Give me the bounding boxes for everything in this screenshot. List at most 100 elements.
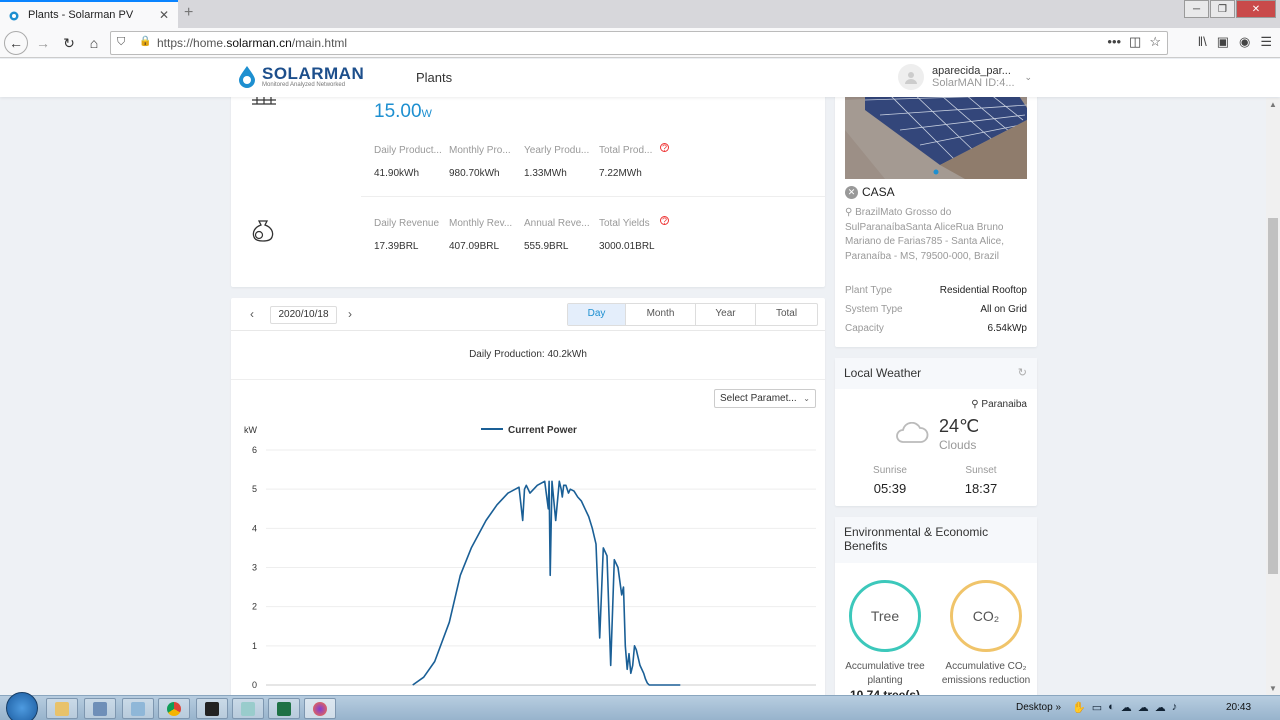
excel-icon — [277, 701, 291, 716]
new-tab-icon[interactable]: + — [184, 4, 194, 21]
back-arrow-icon[interactable]: ← — [4, 31, 28, 55]
library-icon[interactable]: ‖\ — [1197, 34, 1207, 49]
detail-value: 6.54kWp — [987, 323, 1027, 334]
browser-navbar: ← → ↻ ⌂ ⛉ 🔒 https://home. solarman.cn/mai… — [0, 28, 1280, 58]
stat-label: Daily Revenue — [374, 218, 440, 229]
co2-caption: Accumulative CO₂ emissions reduction — [941, 661, 1031, 686]
tray-icon[interactable]: ◐ — [1108, 701, 1115, 713]
menu-icon[interactable]: ☰ — [1260, 34, 1272, 49]
taskbar-chrome[interactable] — [158, 698, 190, 719]
browser-tab-strip: Plants - Solarman PV ✕ + ─ ❐ ✕ — [0, 0, 1280, 28]
system-type-row: System Type All on Grid — [845, 304, 1027, 315]
url-prefix: https://home. — [157, 36, 227, 50]
taskbar-explorer[interactable] — [46, 698, 78, 719]
desktop-toolbar[interactable]: Desktop » — [1016, 702, 1062, 713]
stat-label: Total Prod... — [599, 145, 653, 156]
brand-tagline: Monitored Analyzed Networked — [262, 82, 346, 88]
sidebar-icon[interactable]: ▣ — [1216, 34, 1229, 49]
stat-total-yields: Total Yields 3000.01BRL — [599, 218, 674, 252]
y-tick-label: 6 — [252, 445, 257, 455]
pocket-icon[interactable]: ◫ — [1129, 34, 1142, 49]
capacity-row: Capacity 6.54kWp — [845, 323, 1027, 334]
stat-daily-production: Daily Product... 41.90kWh — [374, 145, 449, 179]
volume-icon[interactable]: ♪ — [1171, 701, 1178, 713]
page-actions-icon[interactable]: ••• — [1107, 34, 1122, 49]
next-date-icon[interactable]: › — [348, 307, 352, 321]
taskbar-app-2[interactable] — [84, 698, 116, 719]
prev-date-icon[interactable]: ‹ — [250, 307, 254, 321]
bookmark-star-icon[interactable]: ☆ — [1149, 34, 1161, 49]
plant-address-text: BrazilMato Grosso do SulParanaíbaSanta A… — [845, 207, 1004, 262]
taskbar-app-5[interactable] — [196, 698, 228, 719]
taskbar-firefox[interactable] — [304, 698, 336, 719]
shield-icon[interactable]: ⛉ — [117, 36, 126, 48]
sunrise-label: Sunrise — [873, 465, 907, 476]
location-pin-icon: ⚲ — [971, 399, 982, 410]
logo-drop-icon — [239, 66, 255, 88]
tab-month[interactable]: Month — [625, 304, 695, 325]
weather-location: ⚲ Paranaiba — [971, 399, 1027, 410]
production-stats: Daily Product... 41.90kWh Monthly Pro... 9… — [374, 145, 674, 179]
y-tick-label: 0 — [252, 680, 257, 690]
avatar — [898, 64, 924, 90]
select-parameter-dropdown[interactable]: Select Paramet... ⌄ — [714, 389, 816, 408]
plant-photo[interactable] — [845, 90, 1027, 179]
home-icon[interactable]: ⌂ — [89, 35, 99, 51]
taskbar-excel[interactable] — [268, 698, 300, 719]
restore-icon[interactable]: ❐ — [1210, 0, 1235, 18]
divider — [231, 379, 825, 380]
detail-value: Residential Rooftop — [939, 285, 1027, 296]
refresh-icon[interactable]: ↻ — [1017, 367, 1027, 379]
lock-icon: 🔒 — [139, 36, 152, 47]
window-close-icon[interactable]: ✕ — [1236, 0, 1276, 18]
help-icon[interactable]: ? — [660, 143, 669, 153]
upload-icon[interactable]: ☁ — [1120, 702, 1132, 714]
stat-value: 555.9BRL — [524, 241, 569, 252]
taskbar-app-3[interactable] — [122, 698, 154, 719]
taskbar-clock[interactable]: 20:43 — [1226, 702, 1252, 713]
tray-icon[interactable]: ✋ — [1072, 702, 1086, 714]
stat-total-production: Total Prod... 7.22MWh — [599, 145, 674, 179]
browser-tab[interactable]: Plants - Solarman PV ✕ — [0, 0, 178, 28]
scroll-down-icon[interactable]: ▼ — [1269, 684, 1277, 693]
stat-daily-revenue: Daily Revenue 17.39BRL — [374, 218, 449, 252]
plant-type-row: Plant Type Residential Rooftop — [845, 285, 1027, 296]
nav-plants[interactable]: Plants — [416, 70, 453, 85]
stat-monthly-production: Monthly Pro... 980.70kWh — [449, 145, 524, 179]
document-icon — [131, 701, 145, 716]
account-icon[interactable]: ◉ — [1239, 34, 1251, 49]
user-menu[interactable]: aparecida_par... SolarMAN ID:4... ⌄ — [898, 64, 1032, 90]
weather-card: Local Weather ↻ ⚲ Paranaiba 24℃ Clouds S… — [835, 358, 1037, 506]
taskbar-app-6[interactable] — [232, 698, 264, 719]
url-bar[interactable]: ⛉ 🔒 https://home. solarman.cn/main.html •… — [110, 31, 1168, 55]
start-button[interactable] — [6, 692, 38, 720]
scrollbar-thumb[interactable] — [1268, 218, 1278, 574]
tab-day[interactable]: Day — [568, 304, 625, 325]
tab-total[interactable]: Total — [755, 304, 817, 325]
chevron-down-icon: ⌄ — [803, 394, 810, 403]
tree-ring: Tree — [849, 580, 921, 652]
tab-year[interactable]: Year — [695, 304, 755, 325]
minimize-icon[interactable]: ─ — [1184, 0, 1209, 18]
env-header: Environmental & Economic Benefits — [835, 517, 1037, 563]
solarman-logo[interactable]: SOLARMAN Monitored Analyzed Networked — [236, 65, 364, 89]
stat-label: Annual Reve... — [524, 218, 590, 229]
y-tick-label: 3 — [252, 563, 257, 573]
date-toolbar: ‹ 2020/10/18 › Day Month Year Total — [231, 298, 825, 331]
stat-label: Yearly Produ... — [524, 145, 590, 156]
select-parameter-value: Select Paramet... — [720, 393, 797, 404]
help-icon[interactable]: ? — [660, 216, 669, 226]
windows-taskbar: Desktop » ✋ ▭ ◐ ☁ ☁ ☁ ♪ 20:43 — [0, 692, 1280, 720]
date-picker[interactable]: 2020/10/18 — [270, 306, 337, 324]
reload-icon[interactable]: ↻ — [63, 34, 75, 51]
scroll-up-icon[interactable]: ▲ — [1269, 100, 1277, 109]
forward-arrow-icon[interactable]: → — [36, 35, 50, 51]
close-tab-icon[interactable]: ✕ — [158, 8, 170, 22]
brand-name: SOLARMAN — [262, 64, 365, 83]
upload-icon[interactable]: ☁ — [1154, 702, 1166, 714]
tray-icon[interactable]: ▭ — [1091, 702, 1103, 714]
upload-icon[interactable]: ☁ — [1137, 702, 1149, 714]
page-scrollbar[interactable]: ▲ ▼ — [1266, 98, 1280, 695]
temperature: 24℃ — [939, 416, 980, 436]
chevron-down-icon[interactable]: ⌄ — [1024, 71, 1033, 82]
